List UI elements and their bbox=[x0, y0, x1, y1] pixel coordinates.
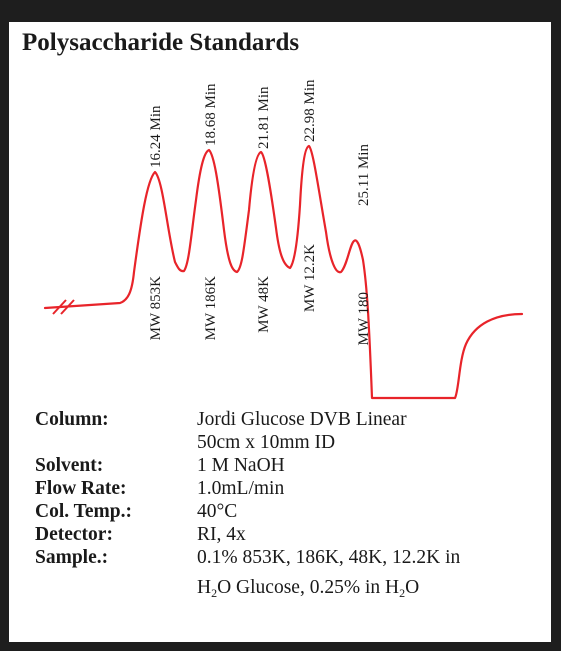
condition-value-text: RI, 4x bbox=[197, 524, 246, 545]
conditions-row: Solvent: 1 M NaOH bbox=[35, 454, 550, 477]
condition-label: Sample.: bbox=[35, 547, 109, 568]
condition-value-text: 50cm x 10mm ID bbox=[197, 432, 336, 453]
condition-value: Jordi Glucose DVB Linear bbox=[197, 408, 407, 431]
condition-value-text: 1 M NaOH bbox=[197, 455, 285, 476]
condition-label: Solvent: bbox=[35, 455, 104, 476]
condition-value-text: 40°C bbox=[197, 501, 238, 522]
right-border bbox=[551, 0, 561, 651]
peak-mw-label: MW 48K bbox=[256, 276, 272, 333]
condition-label: Col. Temp.: bbox=[35, 501, 132, 522]
subscript: 2 bbox=[399, 586, 406, 600]
condition-label: Column: bbox=[35, 409, 109, 430]
peak-mw-label: MW 186K bbox=[203, 276, 219, 340]
peak-time-label: 18.68 Min bbox=[203, 83, 219, 146]
condition-label: Detector: bbox=[35, 524, 113, 545]
condition-value: RI, 4x bbox=[197, 523, 246, 546]
peak-time-label: 22.98 Min bbox=[302, 79, 318, 142]
peak-time-label: 16.24 Min bbox=[148, 105, 164, 168]
peak-mw-label: MW 180 bbox=[356, 292, 372, 345]
subscript: 2 bbox=[211, 586, 218, 600]
condition-value: 40°C bbox=[197, 500, 237, 523]
peak-mw-label: MW 853K bbox=[148, 276, 164, 340]
condition-value: 0.1% 853K, 186K, 48K, 12.2K in bbox=[197, 546, 460, 569]
peak-mw-label: MW 12.2K bbox=[302, 244, 318, 312]
axis-break-mark bbox=[52, 299, 75, 315]
condition-value-text: 1.0mL/min bbox=[197, 478, 285, 499]
condition-label: Flow Rate: bbox=[35, 478, 127, 499]
condition-value: 1.0mL/min bbox=[197, 477, 284, 500]
condition-value-text: Jordi Glucose DVB Linear bbox=[197, 409, 407, 430]
condition-value: H2O Glucose, 0.25% in H2O bbox=[197, 576, 419, 599]
conditions-row: Col. Temp.: 40°C bbox=[35, 500, 550, 523]
conditions-row: H2O Glucose, 0.25% in H2O bbox=[35, 576, 550, 599]
peak-time-label: 25.11 Min bbox=[356, 144, 372, 206]
conditions-row: Flow Rate: 1.0mL/min bbox=[35, 477, 550, 500]
condition-label bbox=[35, 431, 197, 454]
condition-value-text: H bbox=[197, 577, 212, 598]
top-border bbox=[0, 0, 561, 22]
condition-label bbox=[35, 576, 197, 599]
condition-value-text: O Glucose, 0.25% in H bbox=[217, 577, 400, 598]
condition-value: 1 M NaOH bbox=[197, 454, 285, 477]
condition-value: 50cm x 10mm ID bbox=[197, 431, 335, 454]
conditions-row: 50cm x 10mm ID bbox=[35, 431, 550, 454]
conditions-row: Sample.: 0.1% 853K, 186K, 48K, 12.2K in bbox=[35, 546, 550, 569]
condition-value-text: 0.1% 853K, 186K, 48K, 12.2K in bbox=[197, 547, 461, 568]
peak-time-label: 21.81 Min bbox=[256, 86, 272, 149]
bottom-border bbox=[0, 642, 561, 651]
conditions-row: Detector: RI, 4x bbox=[35, 523, 550, 546]
chart-title: Polysaccharide Standards bbox=[22, 29, 300, 56]
conditions-table: Column: Jordi Glucose DVB Linear 50cm x 10… bbox=[35, 408, 550, 599]
left-border bbox=[0, 0, 9, 651]
conditions-row: Column: Jordi Glucose DVB Linear bbox=[35, 408, 550, 431]
condition-value-text: O bbox=[405, 577, 420, 598]
chromatogram-trace bbox=[43, 144, 524, 400]
